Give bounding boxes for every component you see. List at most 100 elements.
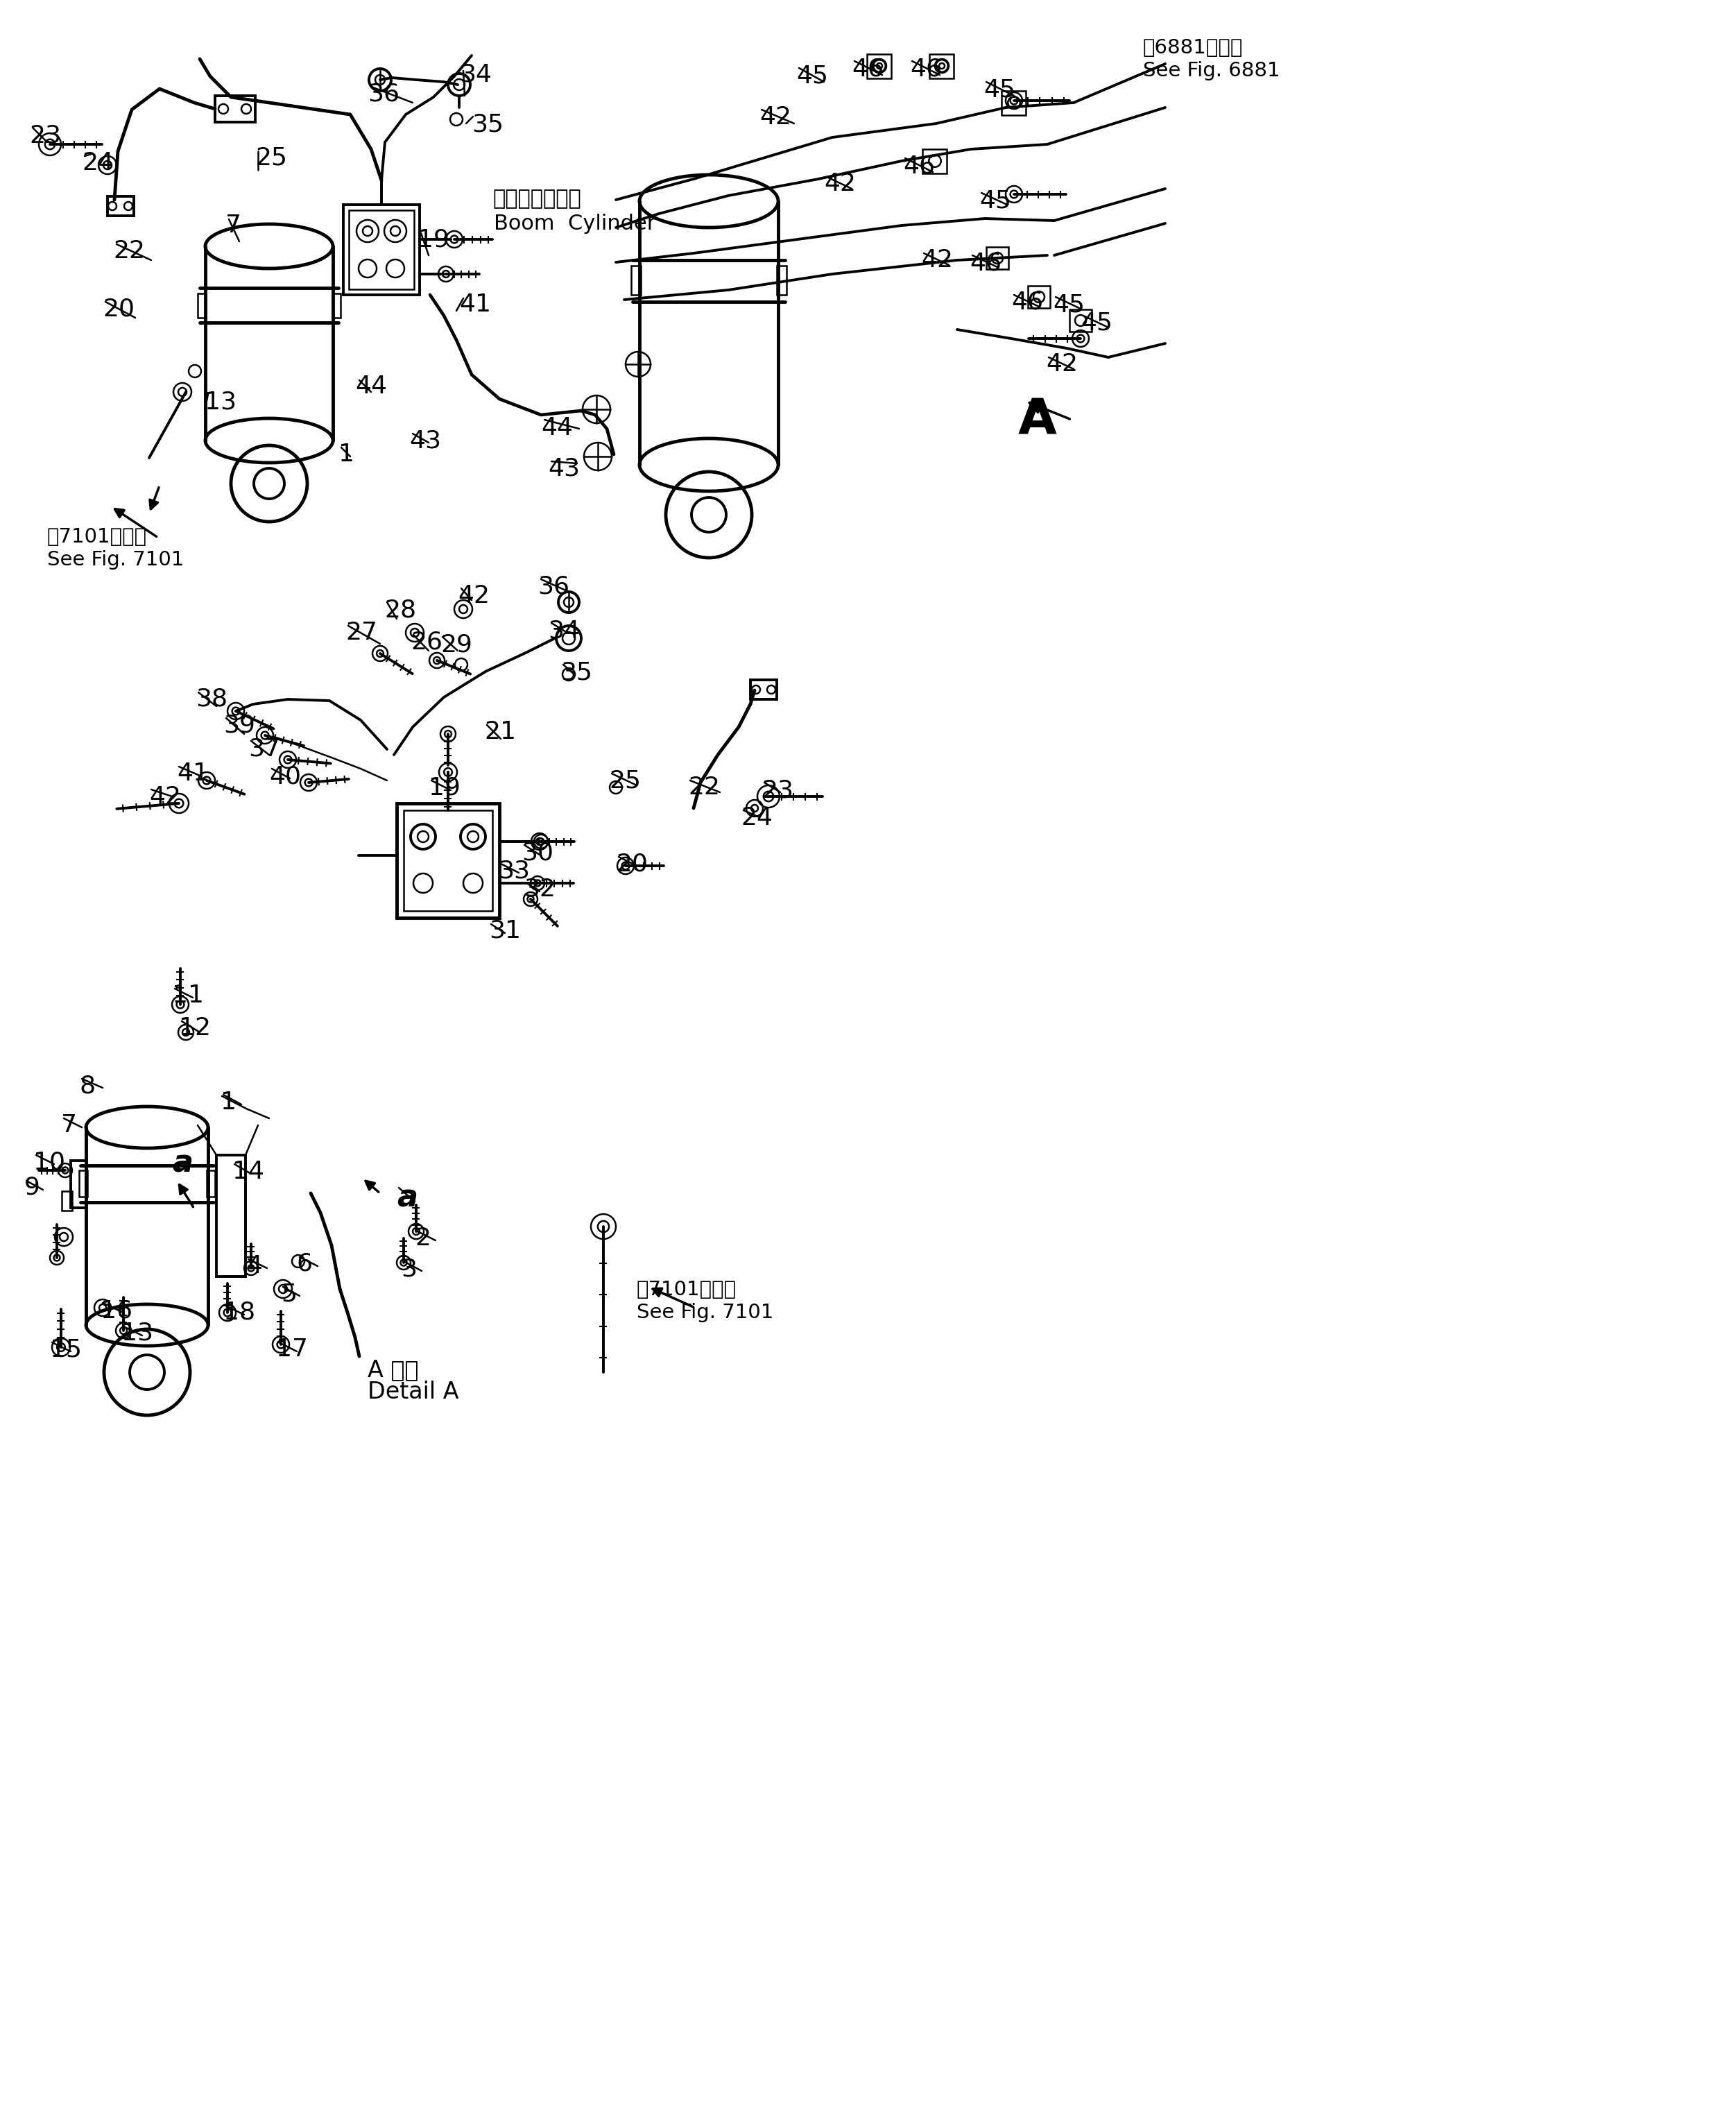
Text: 3: 3: [401, 1257, 417, 1280]
Text: 23: 23: [30, 124, 61, 148]
Text: 8: 8: [80, 1073, 95, 1097]
Text: 11: 11: [172, 983, 203, 1008]
Bar: [924, 150, 948, 173]
Text: 31: 31: [490, 920, 521, 943]
Bar: [71, 1160, 87, 1208]
Text: 20: 20: [616, 852, 648, 875]
Text: a: a: [398, 1183, 418, 1213]
Text: 42: 42: [825, 173, 856, 196]
Text: 25: 25: [255, 146, 286, 169]
Text: 16: 16: [101, 1299, 132, 1322]
Text: 24: 24: [741, 806, 773, 829]
Text: 第7101図参照: 第7101図参照: [637, 1280, 736, 1299]
Text: 46: 46: [970, 251, 1002, 274]
Bar: [930, 53, 955, 78]
Bar: [986, 247, 1009, 270]
Text: Detail A: Detail A: [368, 1381, 458, 1402]
Text: 14: 14: [233, 1160, 264, 1183]
Text: 45: 45: [979, 188, 1012, 213]
Text: 12: 12: [179, 1017, 210, 1040]
Text: 36: 36: [538, 574, 569, 599]
Text: 34: 34: [460, 63, 491, 86]
Bar: [217, 1156, 245, 1276]
Text: 20: 20: [102, 297, 135, 321]
Text: 45: 45: [797, 63, 828, 86]
Text: 21: 21: [484, 719, 516, 744]
Text: 35: 35: [561, 660, 592, 683]
Bar: [198, 293, 207, 318]
Text: 45: 45: [984, 78, 1016, 101]
Text: 42: 42: [458, 584, 490, 607]
Text: 13: 13: [205, 390, 236, 413]
Text: a: a: [172, 1147, 193, 1179]
Bar: [80, 1170, 87, 1196]
Bar: [404, 810, 493, 911]
Text: 7: 7: [226, 213, 241, 238]
Text: 19: 19: [429, 776, 460, 799]
Text: 34: 34: [549, 618, 580, 643]
Text: 26: 26: [411, 631, 443, 654]
Bar: [1028, 287, 1050, 308]
Text: ブームシリンダ: ブームシリンダ: [493, 188, 582, 209]
Text: 18: 18: [224, 1301, 255, 1324]
Text: 44: 44: [542, 415, 573, 441]
Text: 41: 41: [458, 293, 491, 316]
Text: 38: 38: [196, 688, 227, 711]
Text: 36: 36: [368, 82, 399, 105]
Bar: [349, 211, 415, 289]
Text: 33: 33: [498, 858, 529, 882]
Bar: [108, 196, 134, 215]
Text: Boom  Cylinder: Boom Cylinder: [493, 213, 656, 234]
Text: 2: 2: [415, 1227, 431, 1251]
Bar: [750, 679, 776, 700]
Text: 35: 35: [472, 112, 503, 135]
Text: 9: 9: [24, 1177, 40, 1200]
Text: 45: 45: [1052, 293, 1085, 316]
Bar: [1002, 91, 1026, 114]
Text: 23: 23: [762, 778, 793, 801]
Text: A 詳細: A 詳細: [368, 1358, 418, 1381]
Text: 45: 45: [1080, 310, 1113, 335]
Bar: [1069, 310, 1092, 331]
Text: 7: 7: [61, 1114, 76, 1137]
Text: 10: 10: [33, 1149, 66, 1175]
Text: 43: 43: [410, 428, 441, 451]
Text: 24: 24: [82, 152, 115, 175]
Bar: [62, 1192, 73, 1211]
Bar: [398, 804, 500, 917]
Text: 42: 42: [149, 785, 181, 810]
Bar: [207, 1170, 215, 1196]
Text: See Fig. 7101: See Fig. 7101: [47, 550, 184, 569]
Text: 46: 46: [903, 154, 936, 177]
Text: 28: 28: [384, 599, 417, 622]
Text: 25: 25: [609, 768, 641, 793]
Text: 27: 27: [345, 620, 377, 645]
Text: 44: 44: [356, 375, 387, 399]
Text: 6: 6: [297, 1253, 312, 1276]
Text: 46: 46: [1012, 291, 1043, 314]
Text: 29: 29: [441, 633, 472, 656]
Bar: [344, 205, 420, 295]
Text: 43: 43: [549, 456, 580, 481]
Text: 22: 22: [687, 776, 720, 799]
Text: See Fig. 6881: See Fig. 6881: [1142, 61, 1279, 80]
Text: See Fig. 7101: See Fig. 7101: [637, 1303, 774, 1322]
Text: 15: 15: [50, 1337, 82, 1360]
Text: 42: 42: [922, 249, 953, 272]
Text: 40: 40: [269, 766, 300, 789]
Text: 39: 39: [224, 713, 255, 736]
Text: 1: 1: [220, 1090, 236, 1114]
Text: 46: 46: [852, 57, 884, 80]
Text: 30: 30: [521, 841, 554, 865]
Bar: [868, 53, 892, 78]
Text: 19: 19: [418, 228, 450, 251]
Text: 42: 42: [759, 105, 792, 129]
Text: 22: 22: [113, 238, 144, 264]
Text: 41: 41: [177, 761, 208, 785]
Text: 42: 42: [1045, 352, 1078, 375]
Text: A: A: [1017, 396, 1057, 445]
Bar: [332, 293, 340, 318]
Text: 第7101図参照: 第7101図参照: [47, 527, 148, 546]
Text: 37: 37: [248, 736, 279, 761]
Bar: [215, 95, 255, 122]
